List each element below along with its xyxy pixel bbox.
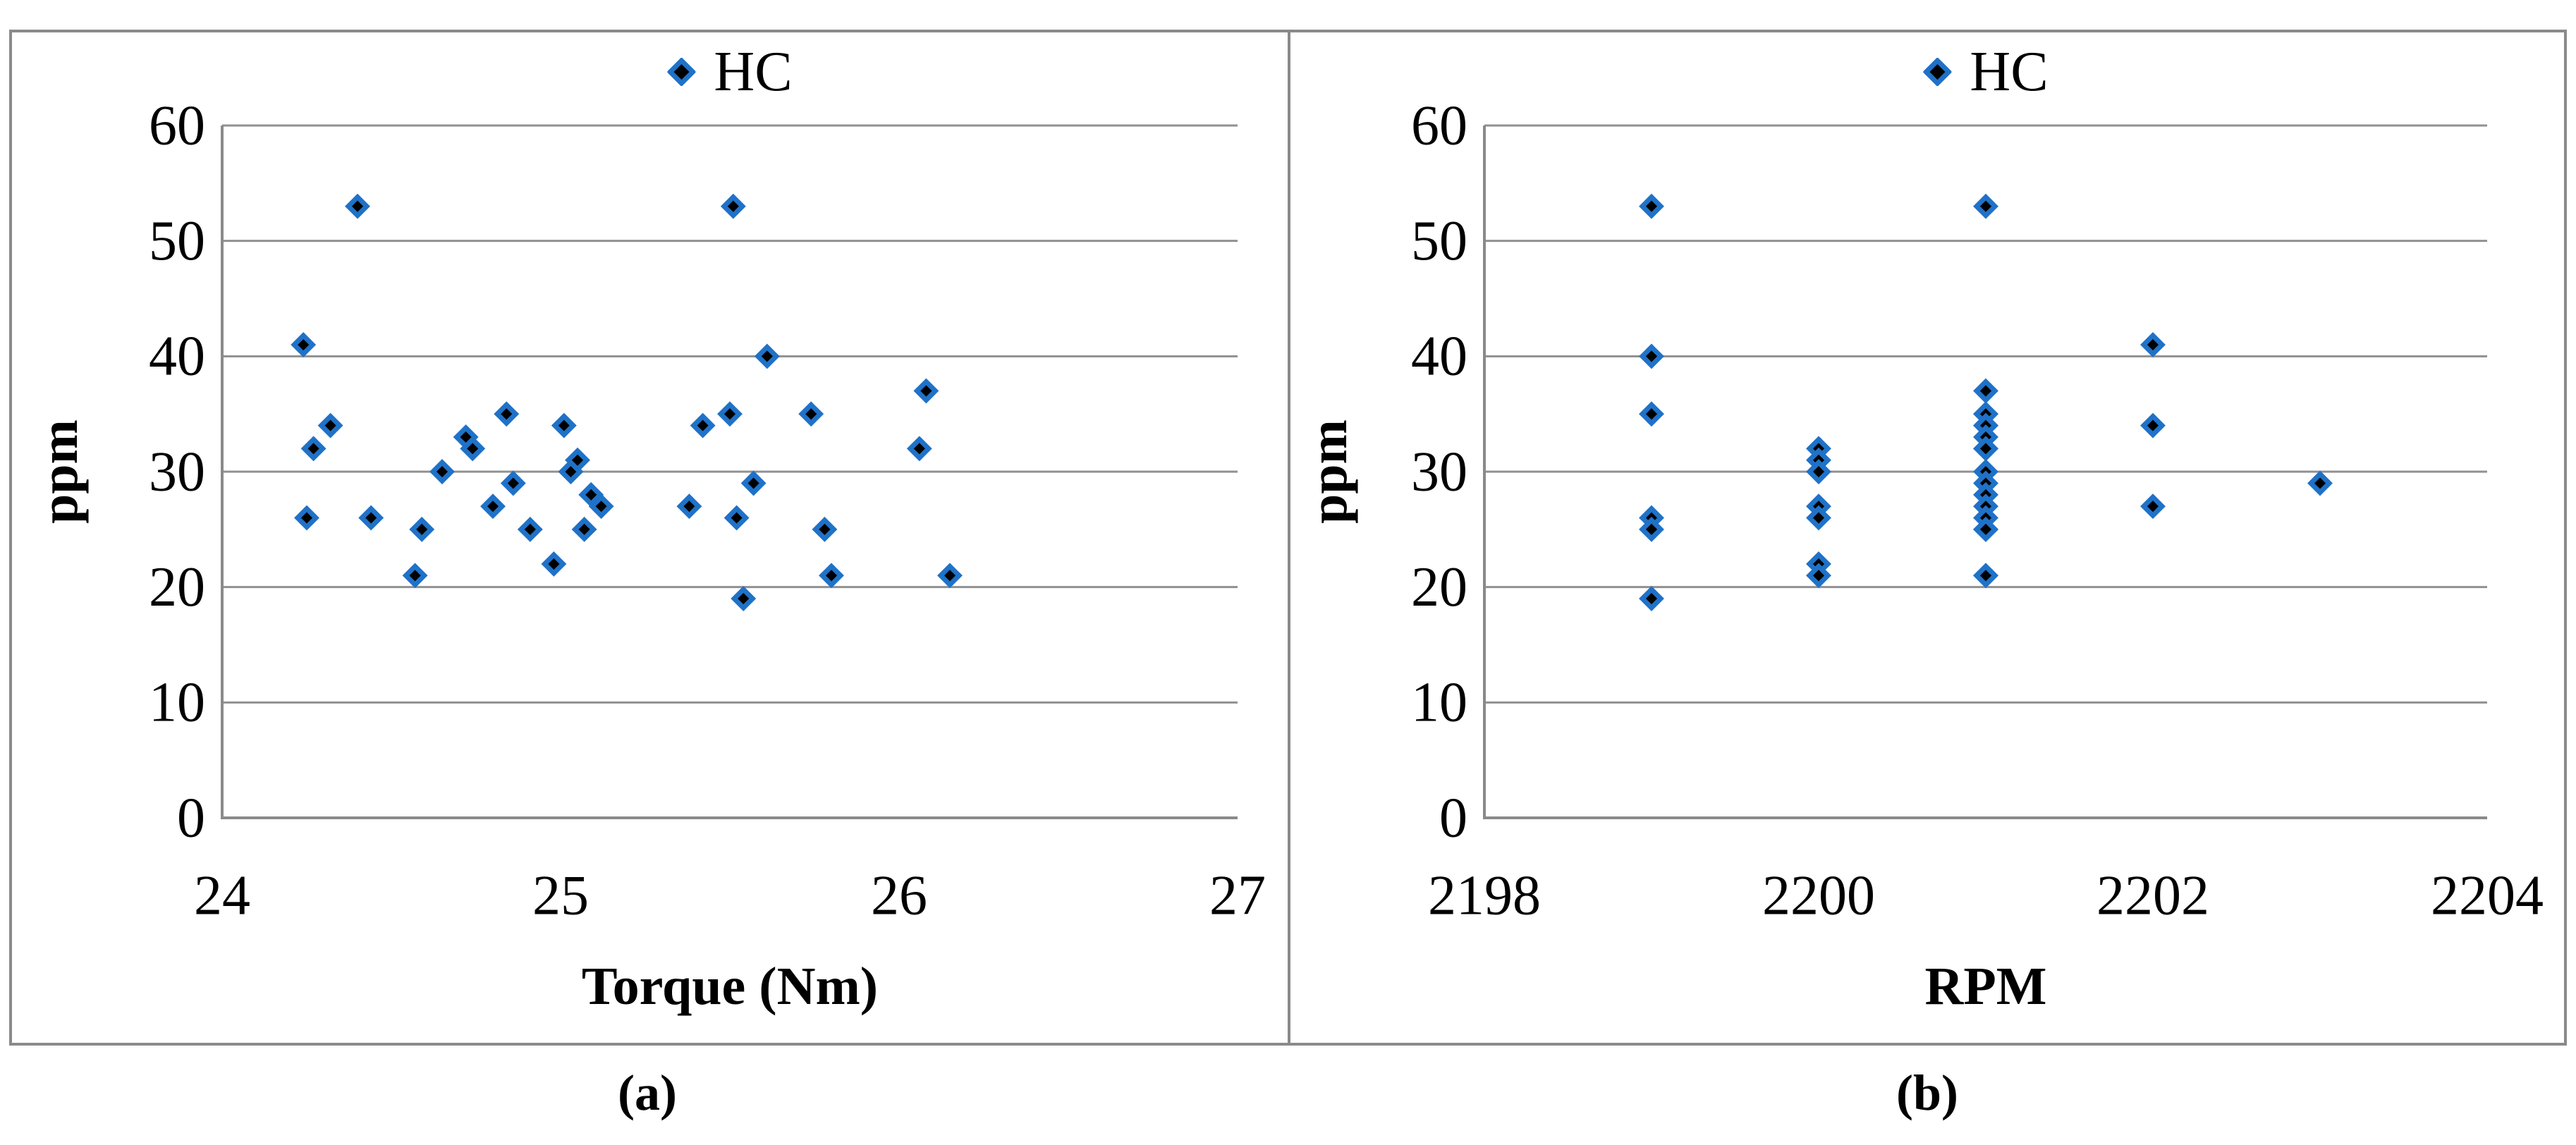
y-axis-title-b: ppm xyxy=(1299,420,1358,524)
data-point-marker xyxy=(480,494,506,520)
data-point-marker xyxy=(812,516,838,542)
y-tick-label: 50 xyxy=(149,210,205,272)
data-point-marker xyxy=(1639,193,1664,219)
y-axis-title-a: ppm xyxy=(30,420,89,524)
chart-panel-b: 0 10 20 30 40 50 60 2198 2200 2202 2204 xyxy=(1411,94,2544,926)
data-point-marker xyxy=(588,494,614,520)
data-point-marker xyxy=(541,551,567,577)
data-point-marker xyxy=(460,436,486,462)
data-point-marker xyxy=(571,516,597,542)
data-point-marker xyxy=(402,563,428,589)
data-point-marker xyxy=(1973,378,1998,404)
caption-a: (a) xyxy=(618,1065,677,1121)
legend-label: HC xyxy=(714,41,793,103)
data-point-marker xyxy=(1639,343,1664,369)
data-point-marker xyxy=(291,332,317,357)
y-tick-label: 0 xyxy=(1439,787,1467,849)
data-point-marker xyxy=(2140,412,2166,439)
x-tick-label: 26 xyxy=(871,864,927,926)
data-point-marker xyxy=(819,563,844,589)
data-point-marker xyxy=(2307,470,2333,496)
data-point-marker xyxy=(317,412,343,439)
data-point-marker xyxy=(798,401,824,427)
data-point-marker xyxy=(720,193,746,219)
data-point-marker xyxy=(494,401,520,427)
data-point-marker xyxy=(409,516,435,542)
legend-marker-icon xyxy=(1923,58,1952,86)
data-point-marker xyxy=(517,516,543,542)
data-point-marker xyxy=(565,447,590,473)
data-point-marker xyxy=(1973,193,1998,219)
data-point-marker xyxy=(906,436,932,462)
y-tick-label: 10 xyxy=(1411,672,1467,734)
data-point-marker xyxy=(1973,563,1998,589)
data-point-marker xyxy=(300,436,326,462)
data-point-marker xyxy=(358,505,384,531)
legend-marker-icon xyxy=(667,58,696,86)
panel-divider xyxy=(1288,30,1290,1046)
x-axis-title-b: RPM xyxy=(1924,957,2047,1016)
data-point-marker xyxy=(676,494,702,520)
data-point-marker xyxy=(1973,436,1998,462)
data-point-marker xyxy=(1973,516,1998,542)
data-point-marker xyxy=(1806,563,1831,589)
data-point-marker xyxy=(345,193,370,219)
data-point-marker xyxy=(731,586,757,611)
data-point-marker xyxy=(690,412,716,439)
y-tick-label: 50 xyxy=(1411,210,1467,272)
data-point-marker xyxy=(2140,494,2166,520)
y-tick-label: 0 xyxy=(177,787,205,849)
y-tick-label: 60 xyxy=(1411,94,1467,157)
legend-label: HC xyxy=(1970,41,2049,103)
data-point-marker xyxy=(294,505,319,531)
caption-b: (b) xyxy=(1896,1065,1958,1121)
data-point-marker xyxy=(1639,401,1664,427)
data-point-marker xyxy=(740,470,767,496)
data-point-marker xyxy=(724,505,750,531)
data-point-marker xyxy=(2140,332,2166,357)
x-tick-label: 2204 xyxy=(2431,864,2544,926)
y-tick-label: 10 xyxy=(149,672,205,734)
x-tick-label: 27 xyxy=(1209,864,1266,926)
y-tick-label: 20 xyxy=(1411,556,1467,618)
x-tick-label: 24 xyxy=(194,864,250,926)
x-tick-label: 2202 xyxy=(2096,864,2209,926)
legend-panel-a: HC xyxy=(667,41,793,103)
x-tick-label: 2200 xyxy=(1762,864,1875,926)
data-point-marker xyxy=(429,459,455,484)
y-tick-label: 30 xyxy=(1411,441,1467,503)
y-tick-label: 40 xyxy=(149,326,205,388)
x-tick-label: 2198 xyxy=(1428,864,1541,926)
data-point-marker xyxy=(937,563,963,589)
data-point-marker xyxy=(1806,505,1831,531)
legend-panel-b: HC xyxy=(1923,41,2049,103)
data-point-marker xyxy=(913,378,939,404)
data-point-marker xyxy=(1639,586,1664,611)
y-tick-label: 30 xyxy=(149,441,205,503)
x-tick-label: 25 xyxy=(532,864,589,926)
chart-panel-a: 0 10 20 30 40 50 60 24 25 26 27 xyxy=(149,94,1266,926)
data-point-marker xyxy=(1806,459,1831,484)
x-axis-title-a: Torque (Nm) xyxy=(581,957,879,1016)
data-point-marker xyxy=(717,401,743,427)
data-point-marker xyxy=(500,470,526,496)
data-point-marker xyxy=(551,412,577,439)
y-tick-label: 20 xyxy=(149,556,205,618)
data-point-marker xyxy=(1639,516,1664,542)
y-tick-label: 60 xyxy=(149,94,205,157)
data-point-marker xyxy=(754,343,780,369)
y-tick-label: 40 xyxy=(1411,326,1467,388)
